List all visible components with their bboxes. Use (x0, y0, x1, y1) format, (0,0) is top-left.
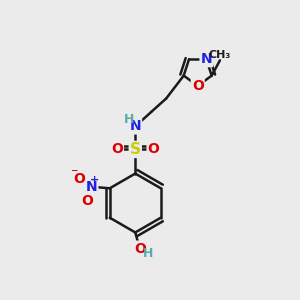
Text: N: N (200, 52, 212, 66)
Text: N: N (130, 119, 141, 134)
Text: O: O (148, 142, 160, 156)
Text: +: + (90, 175, 99, 185)
Text: ⁻: ⁻ (70, 166, 77, 180)
Text: O: O (192, 79, 204, 93)
Text: O: O (134, 242, 146, 256)
Text: CH₃: CH₃ (209, 50, 231, 60)
Text: O: O (81, 194, 93, 208)
Text: H: H (143, 248, 154, 260)
Text: H: H (124, 113, 134, 127)
Text: O: O (73, 172, 85, 186)
Text: S: S (130, 142, 141, 157)
Text: O: O (111, 142, 123, 156)
Text: N: N (86, 180, 97, 194)
